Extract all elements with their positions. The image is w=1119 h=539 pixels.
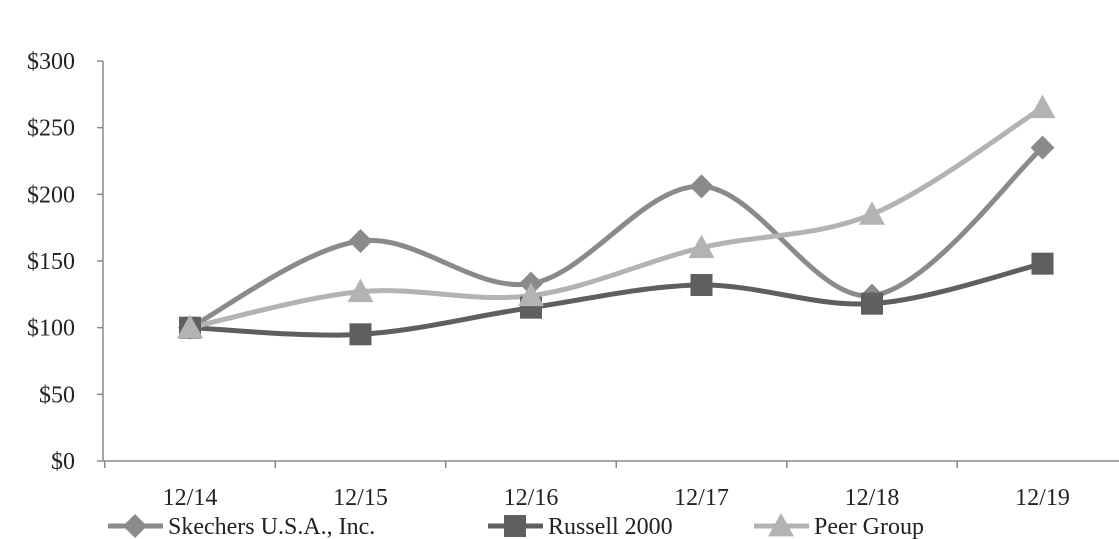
series-line-skechers-u-s-a-inc xyxy=(187,145,1045,331)
x-tick-label: 12/18 xyxy=(845,485,900,511)
y-axis-ticks: $0 $50 $100 $150 $200 $250 $300 xyxy=(27,49,103,475)
y-tick-label: $150 xyxy=(27,249,75,275)
data-point-russell-2000 xyxy=(690,274,713,296)
axes xyxy=(102,61,1119,462)
y-tick-label: $50 xyxy=(39,382,75,408)
y-tick-label: $200 xyxy=(27,182,75,208)
x-axis-ticks: 12/14 12/15 12/16 12/17 12/18 12/19 xyxy=(104,461,1070,511)
data-point-peer-group xyxy=(1029,94,1056,119)
x-tick-label: 12/19 xyxy=(1015,485,1070,511)
y-tick-label: $300 xyxy=(27,49,75,75)
data-point-peer-group xyxy=(177,314,203,339)
y-tick-label: $250 xyxy=(27,116,75,142)
x-tick-label: 12/16 xyxy=(504,485,559,511)
x-tick-label: 12/17 xyxy=(674,485,729,511)
series-line-russell-2000 xyxy=(187,261,1045,338)
series-lines xyxy=(187,105,1045,338)
series-line-peer-group xyxy=(187,105,1045,331)
data-point-russell-2000 xyxy=(349,323,372,346)
x-tick-label: 12/14 xyxy=(163,485,218,511)
legend-label: Russell 2000 xyxy=(548,514,673,539)
data-point-skechers-u-s-a-inc xyxy=(689,174,714,199)
data-point-peer-group xyxy=(859,201,885,225)
data-point-skechers-u-s-a-inc xyxy=(348,229,373,253)
legend-marker xyxy=(768,513,794,537)
data-point-skechers-u-s-a-inc xyxy=(1030,135,1055,160)
legend-label: Skechers U.S.A., Inc. xyxy=(168,514,375,539)
series-markers xyxy=(177,94,1056,346)
legend-label: Peer Group xyxy=(814,514,924,539)
data-point-peer-group xyxy=(347,278,374,303)
y-tick-label: $0 xyxy=(51,449,75,475)
x-tick-label: 12/15 xyxy=(333,485,388,511)
y-tick-label: $100 xyxy=(27,316,75,342)
legend-marker xyxy=(123,514,147,538)
data-point-russell-2000 xyxy=(1031,252,1054,275)
legend: Skechers U.S.A., Inc. Russell 2000 Peer Gr… xyxy=(108,513,924,539)
data-point-russell-2000 xyxy=(861,292,883,315)
legend-marker xyxy=(504,515,526,537)
data-point-peer-group xyxy=(688,234,715,259)
data-point-peer-group xyxy=(518,282,544,307)
